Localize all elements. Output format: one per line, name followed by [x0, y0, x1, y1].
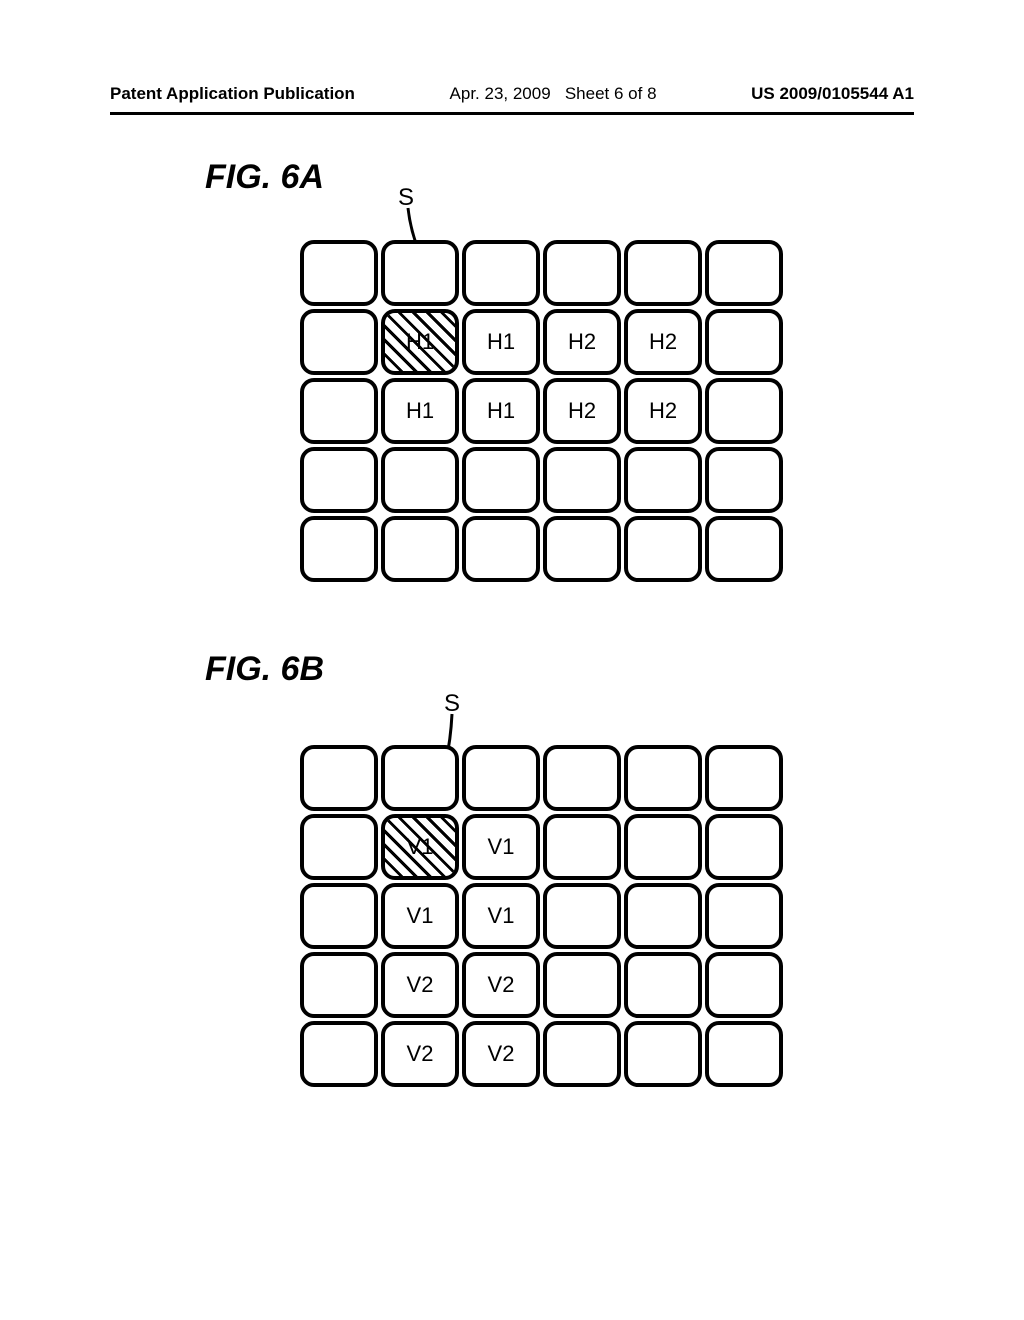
pub-date: Apr. 23, 2009	[450, 84, 551, 103]
grid-cell: V1	[462, 883, 540, 949]
grid-cell	[543, 883, 621, 949]
grid-cell: V2	[462, 952, 540, 1018]
cell-label: V1	[488, 903, 515, 929]
grid-6b: V1 V1 V1 V1 V2 V2 V2 V2	[300, 745, 783, 1087]
grid-cell	[624, 1021, 702, 1087]
grid-6a: H1 H1 H2 H2 H1 H1 H2 H2	[300, 240, 783, 582]
grid-cell	[300, 814, 378, 880]
cell-label: V1	[407, 903, 434, 929]
grid-cell	[705, 814, 783, 880]
grid-cell	[300, 745, 378, 811]
grid-cell	[624, 814, 702, 880]
header-rule	[110, 112, 914, 115]
figure-label-6b: FIG. 6B	[205, 650, 324, 689]
grid-cell: H1	[462, 309, 540, 375]
grid-cell: V2	[381, 952, 459, 1018]
header-row: Patent Application Publication Apr. 23, …	[110, 84, 914, 104]
grid-cell: H2	[624, 378, 702, 444]
grid-cell	[462, 516, 540, 582]
grid-cell	[300, 309, 378, 375]
grid-cell	[462, 745, 540, 811]
grid-cell: V2	[381, 1021, 459, 1087]
cell-label: H1	[406, 329, 434, 355]
date-sheet: Apr. 23, 2009 Sheet 6 of 8	[450, 84, 657, 104]
cell-label: V2	[488, 1041, 515, 1067]
grid-cell	[543, 447, 621, 513]
grid-cell	[705, 309, 783, 375]
grid-cell	[300, 240, 378, 306]
grid-cell	[624, 883, 702, 949]
figure-6a: S H1H1H2H2H1H1H2H2	[300, 200, 783, 542]
grid-cell	[705, 378, 783, 444]
patent-number: US 2009/0105544 A1	[751, 84, 914, 104]
grid-cell: H1	[381, 378, 459, 444]
cell-label: H2	[649, 329, 677, 355]
grid-cell	[300, 516, 378, 582]
grid-cell	[543, 814, 621, 880]
sheet-info: Sheet 6 of 8	[565, 84, 657, 103]
cell-label: V1	[488, 834, 515, 860]
grid-cell	[624, 745, 702, 811]
cell-label: H1	[487, 329, 515, 355]
cell-label: H2	[568, 329, 596, 355]
grid-cell	[624, 240, 702, 306]
grid-cell	[543, 1021, 621, 1087]
grid-cell: H2	[543, 378, 621, 444]
grid-cell	[300, 378, 378, 444]
grid-cell	[300, 447, 378, 513]
grid-cell	[462, 447, 540, 513]
grid-cell	[705, 883, 783, 949]
grid-cell: H2	[543, 309, 621, 375]
grid-cell	[300, 1021, 378, 1087]
grid-cell	[705, 516, 783, 582]
grid-cell: V1	[381, 883, 459, 949]
cell-label: H1	[487, 398, 515, 424]
grid-cell	[543, 240, 621, 306]
grid-cell	[381, 240, 459, 306]
grid-cell	[705, 1021, 783, 1087]
grid-cell: V1	[381, 814, 459, 880]
grid-cell	[300, 883, 378, 949]
grid-cell: V2	[462, 1021, 540, 1087]
grid-cell	[543, 516, 621, 582]
publication-label: Patent Application Publication	[110, 84, 355, 104]
grid-cell: H1	[381, 309, 459, 375]
grid-cell	[543, 745, 621, 811]
cell-label: H2	[649, 398, 677, 424]
grid-cell	[624, 447, 702, 513]
cell-label: V2	[407, 972, 434, 998]
header: Patent Application Publication Apr. 23, …	[0, 84, 1024, 104]
grid-cell	[705, 952, 783, 1018]
cell-label: V1	[407, 834, 434, 860]
grid-cell	[381, 745, 459, 811]
grid-cell	[543, 952, 621, 1018]
page: Patent Application Publication Apr. 23, …	[0, 0, 1024, 1320]
grid-cell: H1	[462, 378, 540, 444]
grid-cell	[462, 240, 540, 306]
grid-cell	[381, 516, 459, 582]
grid-cell	[705, 447, 783, 513]
figure-label-6a: FIG. 6A	[205, 158, 324, 197]
cell-label: H1	[406, 398, 434, 424]
grid-cell	[705, 240, 783, 306]
grid-cell	[381, 447, 459, 513]
grid-cell: V1	[462, 814, 540, 880]
grid-cell: H2	[624, 309, 702, 375]
grid-cell	[624, 952, 702, 1018]
figure-6b: S V1V1V1V1V2V2V2V2	[300, 700, 783, 1042]
grid-cell	[705, 745, 783, 811]
grid-cell	[624, 516, 702, 582]
grid-cell	[300, 952, 378, 1018]
cell-label: V2	[407, 1041, 434, 1067]
cell-label: H2	[568, 398, 596, 424]
cell-label: V2	[488, 972, 515, 998]
